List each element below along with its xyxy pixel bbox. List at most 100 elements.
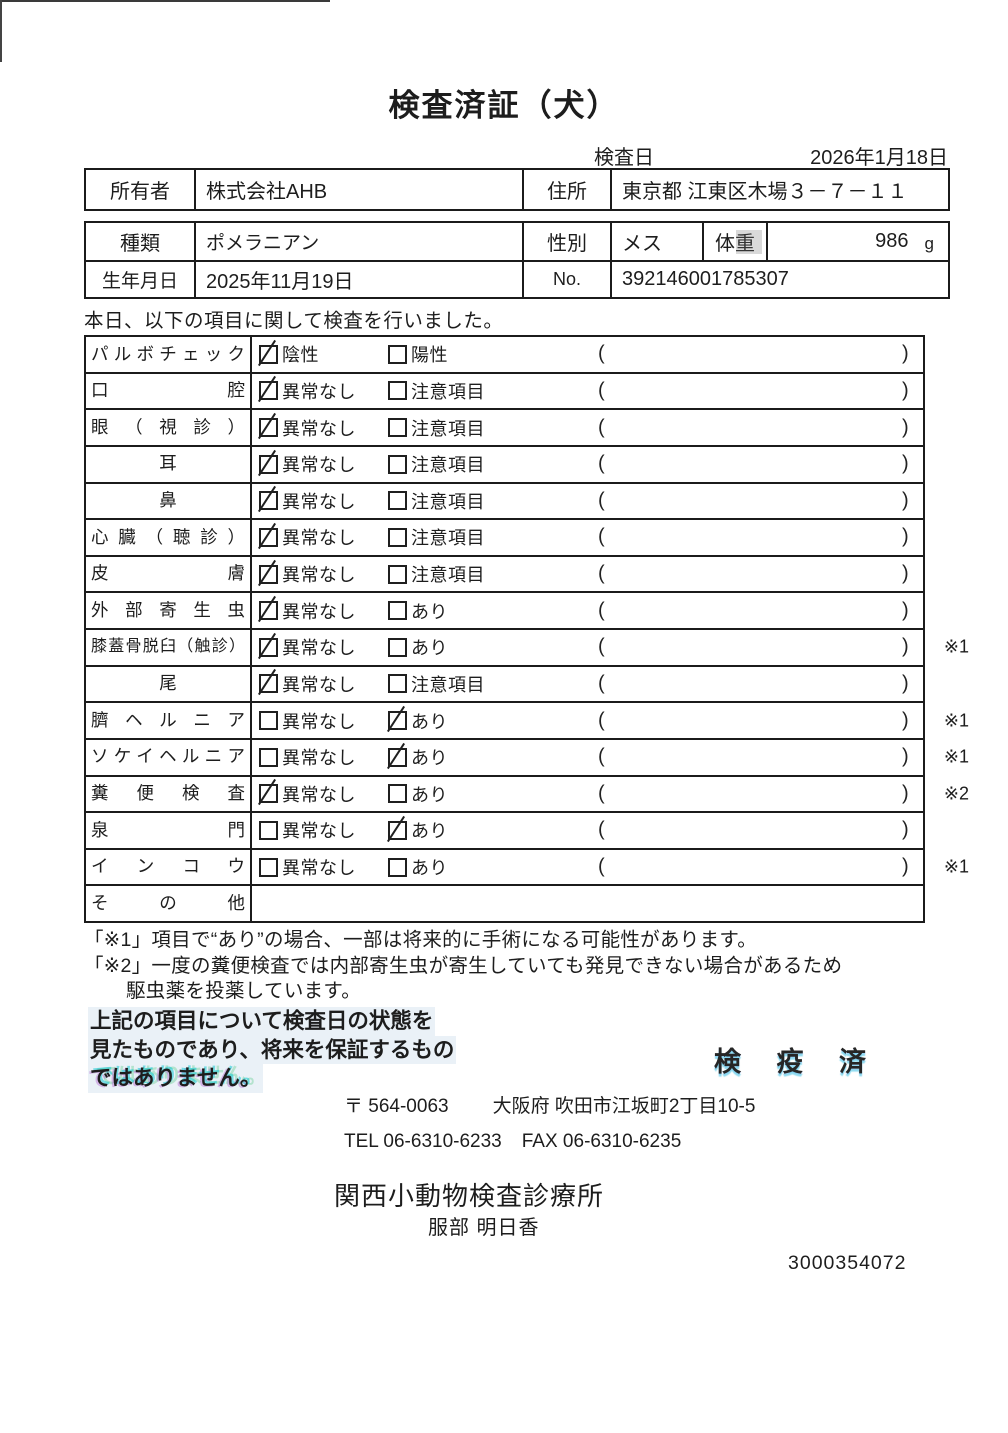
- option-1-label: 異常なし: [282, 748, 356, 769]
- checkbox-checked[interactable]: [259, 344, 278, 364]
- option-1: 異常なし: [259, 451, 356, 477]
- inspection-row: 泉門 異常なし あり (): [86, 811, 923, 848]
- checkbox-unchecked[interactable]: [388, 418, 407, 438]
- inspection-result-cell: 異常なし あり (): [252, 740, 923, 775]
- checkbox-checked[interactable]: [259, 674, 278, 694]
- inspection-item-name: パルボチェック: [91, 343, 245, 364]
- inspection-row: 尾 異常なし 注意項目 (): [86, 664, 923, 702]
- checkbox-unchecked[interactable]: [388, 637, 407, 657]
- checkbox-checked[interactable]: [259, 601, 278, 621]
- remarks-paren-close: ): [902, 745, 909, 768]
- option-1: 異常なし: [259, 744, 356, 770]
- sex-label: 性別: [522, 223, 610, 260]
- inspection-date-value: 2026年1月18日: [810, 147, 948, 169]
- inspection-result-cell: 異常なし あり (): [252, 630, 923, 665]
- inspection-item-name-cell: 心臓（聴診）: [86, 520, 252, 555]
- inspection-result-cell: 異常なし あり (): [252, 777, 923, 812]
- checkbox-unchecked[interactable]: [388, 454, 407, 474]
- remarks-paren-close: ): [902, 818, 909, 841]
- inspection-item-name-cell: その他: [86, 886, 252, 921]
- document-number: 3000354072: [788, 1252, 907, 1274]
- inspection-item-name: 膝蓋骨脱臼（触診）: [91, 638, 245, 656]
- option-2-label: 注意項目: [411, 455, 485, 476]
- checkbox-checked[interactable]: [259, 491, 278, 511]
- checkbox-unchecked[interactable]: [388, 857, 407, 877]
- checkbox-unchecked[interactable]: [388, 674, 407, 694]
- remarks-paren-open: (: [598, 525, 605, 548]
- option-1: 異常なし: [259, 378, 356, 404]
- sex-value: メス: [610, 223, 702, 260]
- checkbox-unchecked[interactable]: [388, 527, 407, 547]
- weight-unit: g: [924, 233, 934, 253]
- remarks-paren-open: (: [598, 416, 605, 439]
- inspection-row: 耳 異常なし 注意項目 (): [86, 444, 923, 482]
- pet-info-table: 種類 ポメラニアン 性別 メス 体重 986 g 生年月日 2025年11月19…: [84, 221, 950, 299]
- option-2: あり: [388, 817, 448, 843]
- inspection-row: その他: [86, 884, 923, 921]
- inspection-date-label: 検査日: [594, 147, 654, 169]
- checkbox-unchecked[interactable]: [259, 820, 278, 840]
- option-2-label: あり: [411, 748, 448, 769]
- checkbox-checked[interactable]: [259, 418, 278, 438]
- checkbox-unchecked[interactable]: [388, 381, 407, 401]
- option-2-label: 注意項目: [411, 565, 485, 586]
- checkbox-checked[interactable]: [259, 564, 278, 584]
- remarks-paren-close: ): [902, 525, 909, 548]
- checkbox-checked[interactable]: [388, 711, 407, 731]
- inspection-result-cell: [252, 886, 923, 921]
- weight-label-text: 体重: [715, 233, 755, 255]
- inspection-item-name: インコウ: [91, 856, 245, 877]
- checkbox-unchecked[interactable]: [388, 601, 407, 621]
- inspection-item-name: 皮膚: [91, 563, 245, 584]
- checkbox-checked[interactable]: [259, 381, 278, 401]
- inspection-item-name: 口腔: [91, 380, 245, 401]
- no-value: 392146001785307: [610, 260, 948, 297]
- clinic-postal-code: 〒 564-0063: [344, 1096, 449, 1117]
- option-1: 異常なし: [259, 561, 356, 587]
- remarks-paren-close: ): [902, 709, 909, 732]
- remarks-paren-close: ): [902, 635, 909, 658]
- checkbox-unchecked[interactable]: [388, 564, 407, 584]
- remarks-paren-open: (: [598, 489, 605, 512]
- breed-label: 種類: [120, 233, 160, 255]
- footnotes: 「※1」項目で“あり”の場合、一部は将来的に手術になる可能性があります。 「※2…: [84, 928, 842, 1005]
- inspection-item-name: その他: [91, 892, 245, 913]
- option-1: 異常なし: [259, 708, 356, 734]
- remarks-paren-open: (: [598, 599, 605, 622]
- checkbox-unchecked[interactable]: [388, 491, 407, 511]
- checkbox-unchecked[interactable]: [259, 747, 278, 767]
- checkbox-unchecked[interactable]: [388, 784, 407, 804]
- inspection-item-name: 尾: [159, 673, 177, 694]
- checkbox-checked[interactable]: [259, 527, 278, 547]
- checkbox-unchecked[interactable]: [388, 344, 407, 364]
- option-1-label: 異常なし: [282, 601, 356, 622]
- option-1-label: 陰性: [282, 345, 319, 366]
- footnote-2-continued: 駆虫薬を投薬しています。: [126, 980, 362, 1002]
- option-2-label: あり: [411, 638, 448, 659]
- inspection-result-cell: 異常なし 注意項目 (): [252, 410, 923, 445]
- option-1: 異常なし: [259, 671, 356, 697]
- checkbox-checked[interactable]: [259, 637, 278, 657]
- remarks-paren-close: ): [902, 782, 909, 805]
- checkbox-unchecked[interactable]: [259, 857, 278, 877]
- remarks-paren-close: ): [902, 379, 909, 402]
- option-2-label: あり: [411, 601, 448, 622]
- checkbox-checked[interactable]: [388, 820, 407, 840]
- footnote-1: 「※1」項目で“あり”の場合、一部は将来的に手術になる可能性があります。: [84, 929, 758, 951]
- inspection-result-cell: 異常なし 注意項目 (): [252, 667, 923, 702]
- checkbox-unchecked[interactable]: [259, 711, 278, 731]
- option-2-label: 注意項目: [411, 491, 485, 512]
- checkbox-checked[interactable]: [388, 747, 407, 767]
- remarks-paren-close: ): [902, 452, 909, 475]
- option-1: 異常なし: [259, 817, 356, 843]
- owner-value: 株式会社AHB: [194, 170, 522, 209]
- inspection-result-cell: 異常なし あり (): [252, 813, 923, 848]
- checkbox-checked[interactable]: [259, 784, 278, 804]
- inspection-row: 外部寄生虫 異常なし あり (): [86, 591, 923, 628]
- inspection-item-name-cell: 泉門: [86, 813, 252, 848]
- remarks-paren-close: ): [902, 672, 909, 695]
- owner-label: 所有者: [110, 181, 170, 203]
- checkbox-checked[interactable]: [259, 454, 278, 474]
- no-label: No.: [522, 260, 610, 297]
